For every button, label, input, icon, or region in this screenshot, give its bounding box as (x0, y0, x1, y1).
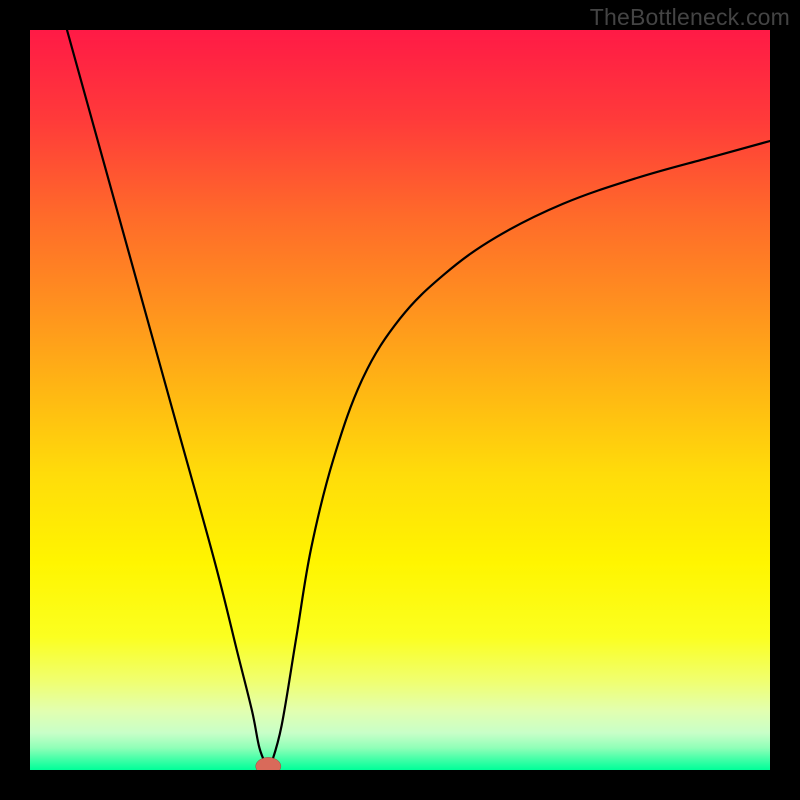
plot-background (30, 30, 770, 770)
chart-root: TheBottleneck.com (0, 0, 800, 800)
bottleneck-chart (0, 0, 800, 800)
watermark-text: TheBottleneck.com (590, 4, 790, 31)
